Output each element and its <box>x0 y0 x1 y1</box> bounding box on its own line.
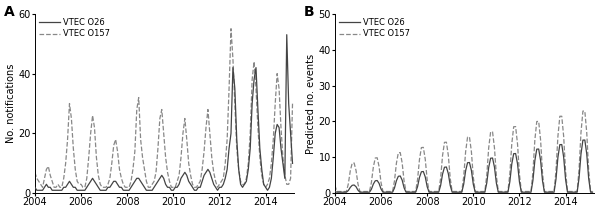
VTEC O157 <box>227 27 235 30</box>
Legend: VTEC O26, VTEC O157: VTEC O26, VTEC O157 <box>339 18 410 38</box>
VTEC O26 <box>289 162 296 165</box>
VTEC O157 <box>331 184 338 187</box>
VTEC O26 <box>93 183 100 186</box>
VTEC O157 <box>93 156 100 159</box>
VTEC O26 <box>256 147 263 150</box>
VTEC O26 <box>518 191 525 193</box>
VTEC O157 <box>31 171 38 174</box>
VTEC O26 <box>331 190 338 193</box>
Text: B: B <box>304 5 314 19</box>
VTEC O26 <box>393 180 400 182</box>
VTEC O26 <box>556 143 563 146</box>
VTEC O157 <box>479 190 487 193</box>
VTEC O157 <box>39 186 46 189</box>
Line: VTEC O157: VTEC O157 <box>335 111 593 191</box>
VTEC O26 <box>333 191 340 193</box>
Line: VTEC O157: VTEC O157 <box>35 29 293 187</box>
VTEC O157 <box>275 87 283 90</box>
VTEC O157 <box>333 190 340 193</box>
VTEC O26 <box>170 189 177 191</box>
VTEC O157 <box>179 132 187 135</box>
Y-axis label: Predicted no. events: Predicted no. events <box>305 53 316 154</box>
VTEC O157 <box>518 190 525 193</box>
VTEC O157 <box>170 186 177 189</box>
VTEC O157 <box>580 110 587 112</box>
VTEC O26 <box>479 191 487 193</box>
VTEC O26 <box>470 183 477 186</box>
Text: A: A <box>4 5 14 19</box>
VTEC O157 <box>393 162 400 165</box>
VTEC O157 <box>574 190 581 193</box>
VTEC O26 <box>274 123 281 126</box>
VTEC O26 <box>581 139 589 141</box>
VTEC O157 <box>470 176 477 178</box>
VTEC O26 <box>179 174 187 177</box>
VTEC O157 <box>289 102 296 105</box>
Line: VTEC O26: VTEC O26 <box>335 140 593 192</box>
Legend: VTEC O26, VTEC O157: VTEC O26, VTEC O157 <box>39 18 110 38</box>
VTEC O157 <box>218 180 225 183</box>
VTEC O26 <box>218 186 225 189</box>
VTEC O26 <box>31 186 38 189</box>
VTEC O26 <box>574 191 581 193</box>
VTEC O26 <box>589 191 596 193</box>
Line: VTEC O26: VTEC O26 <box>35 35 293 190</box>
VTEC O26 <box>33 189 40 191</box>
VTEC O157 <box>258 174 265 177</box>
VTEC O157 <box>556 115 563 118</box>
VTEC O157 <box>589 190 596 193</box>
VTEC O26 <box>283 33 290 36</box>
Y-axis label: No. notifications: No. notifications <box>5 64 16 143</box>
